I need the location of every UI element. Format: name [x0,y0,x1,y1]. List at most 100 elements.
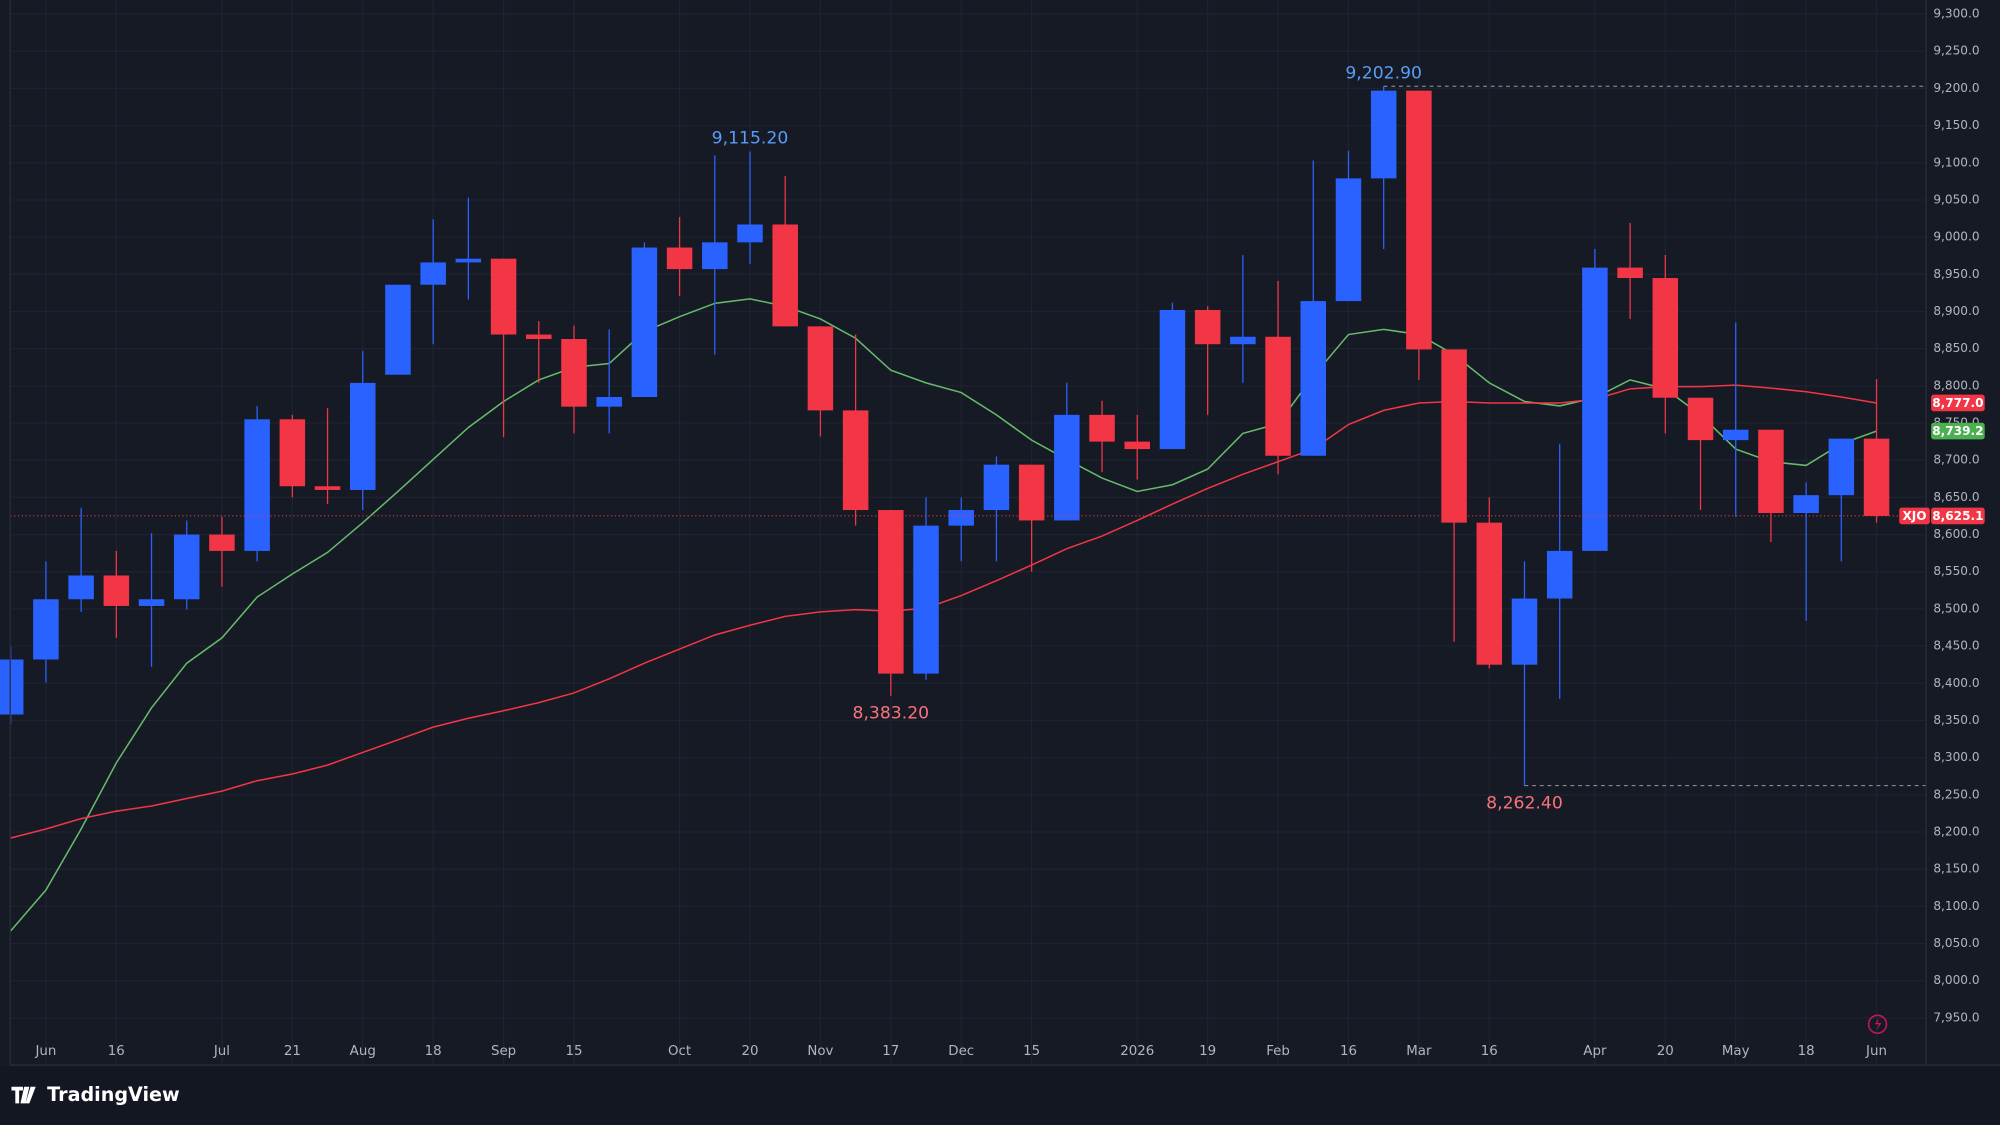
moving-average-line [10,384,1877,839]
x-tick-label: May [1722,1044,1750,1059]
candle-body [1758,429,1784,514]
candle-body [561,339,587,407]
candle-body [350,382,376,490]
candle-body [1828,438,1855,496]
candle-body [1159,310,1186,450]
candle-body [631,247,658,398]
candle-body [138,599,165,606]
candle-body [0,659,24,715]
candle-body [596,397,622,407]
candle-body [948,510,974,526]
logo-icon [11,1086,36,1104]
x-tick-label: 20 [741,1044,758,1059]
x-tick-label: Nov [807,1044,833,1059]
x-tick-label: 18 [425,1044,442,1059]
brand-name: TradingView [47,1083,180,1106]
candle-body [1617,267,1643,279]
y-tick-label: 9,200.0 [1933,81,1979,95]
x-tick-label: Sep [491,1044,516,1059]
candle-body [1511,598,1538,665]
y-tick-label: 8,200.0 [1933,825,1979,839]
symbol-tag-label: XJO [1902,509,1926,523]
x-tick-label: 15 [1023,1044,1040,1059]
candle-body [666,247,693,270]
price-tag-label: 8,739.2 [1932,424,1983,438]
candle-body [209,534,235,551]
candle-body [455,258,482,263]
candle-body [1370,90,1397,179]
extreme-label: 9,115.20 [712,129,789,149]
x-tick-label: 15 [565,1044,582,1059]
y-tick-label: 9,300.0 [1933,7,1979,21]
y-tick-label: 8,550.0 [1933,564,1979,578]
x-tick-label: 2026 [1120,1044,1154,1059]
y-tick-label: 9,100.0 [1933,155,1979,169]
x-tick-label: Jul [213,1044,230,1059]
symbol-tag [1899,507,1930,525]
candle-body [314,486,341,490]
candle-body [103,575,130,606]
y-tick-label: 8,900.0 [1933,304,1979,318]
candle-body [526,334,552,340]
footer-bar [0,1066,2000,1125]
x-tick-label: Feb [1266,1044,1290,1059]
candle-body [1441,349,1467,523]
candle-body [1265,336,1291,456]
y-tick-label: 8,950.0 [1933,267,1979,281]
candle-body [1054,414,1080,521]
candle-body [983,464,1010,511]
candle-body [807,326,834,411]
candle-body [913,525,939,674]
y-tick-label: 8,650.0 [1933,490,1979,504]
candle-body [244,419,270,551]
price-tag [1931,507,1985,525]
candle-body [173,534,200,600]
candle-body [385,284,411,375]
x-tick-label: Oct [668,1044,691,1059]
y-tick-label: 8,500.0 [1933,601,1979,615]
candle-body [1582,267,1608,551]
y-tick-label: 8,450.0 [1933,639,1979,653]
extreme-label: 9,202.90 [1345,64,1422,84]
brand-logo: TradingView [11,1083,180,1106]
price-tag-label: 8,625.1 [1932,509,1983,523]
candle-body [1194,310,1221,345]
x-tick-label: 18 [1798,1044,1815,1059]
extreme-label: 8,383.20 [853,704,930,724]
x-tick-label: Jun [34,1044,56,1059]
candle-body [1863,438,1890,516]
y-tick-label: 9,150.0 [1933,118,1979,132]
y-tick-label: 8,300.0 [1933,750,1979,764]
candle-body [420,262,446,285]
candle-body [33,599,59,660]
x-tick-label: Dec [948,1044,974,1059]
candle-body [1089,414,1115,442]
y-tick-label: 8,800.0 [1933,378,1979,392]
price-tag [1931,422,1985,440]
candle-body [1335,178,1362,302]
y-tick-label: 8,700.0 [1933,453,1979,467]
plot [0,85,1927,932]
y-tick-label: 8,600.0 [1933,527,1979,541]
x-tick-label: Aug [350,1044,376,1059]
candle-body [1546,550,1573,599]
x-tick-label: 19 [1199,1044,1216,1059]
y-tick-label: 8,400.0 [1933,676,1979,690]
y-tick-label: 8,050.0 [1933,936,1979,950]
candle-body [842,410,869,511]
y-tick-label: 8,850.0 [1933,341,1979,355]
moving-average-line [10,298,1877,932]
candle-body [1124,441,1150,450]
candle-body [1018,464,1045,521]
y-tick-label: 8,250.0 [1933,787,1979,801]
candle-body [490,258,517,335]
candle-body [1652,278,1679,398]
candle-body [68,575,94,600]
x-tick-label: Jun [1865,1044,1887,1059]
y-tick-label: 9,000.0 [1933,230,1979,244]
candle-body [1406,90,1432,350]
candle-body [878,510,904,674]
candle-body [1722,429,1749,441]
